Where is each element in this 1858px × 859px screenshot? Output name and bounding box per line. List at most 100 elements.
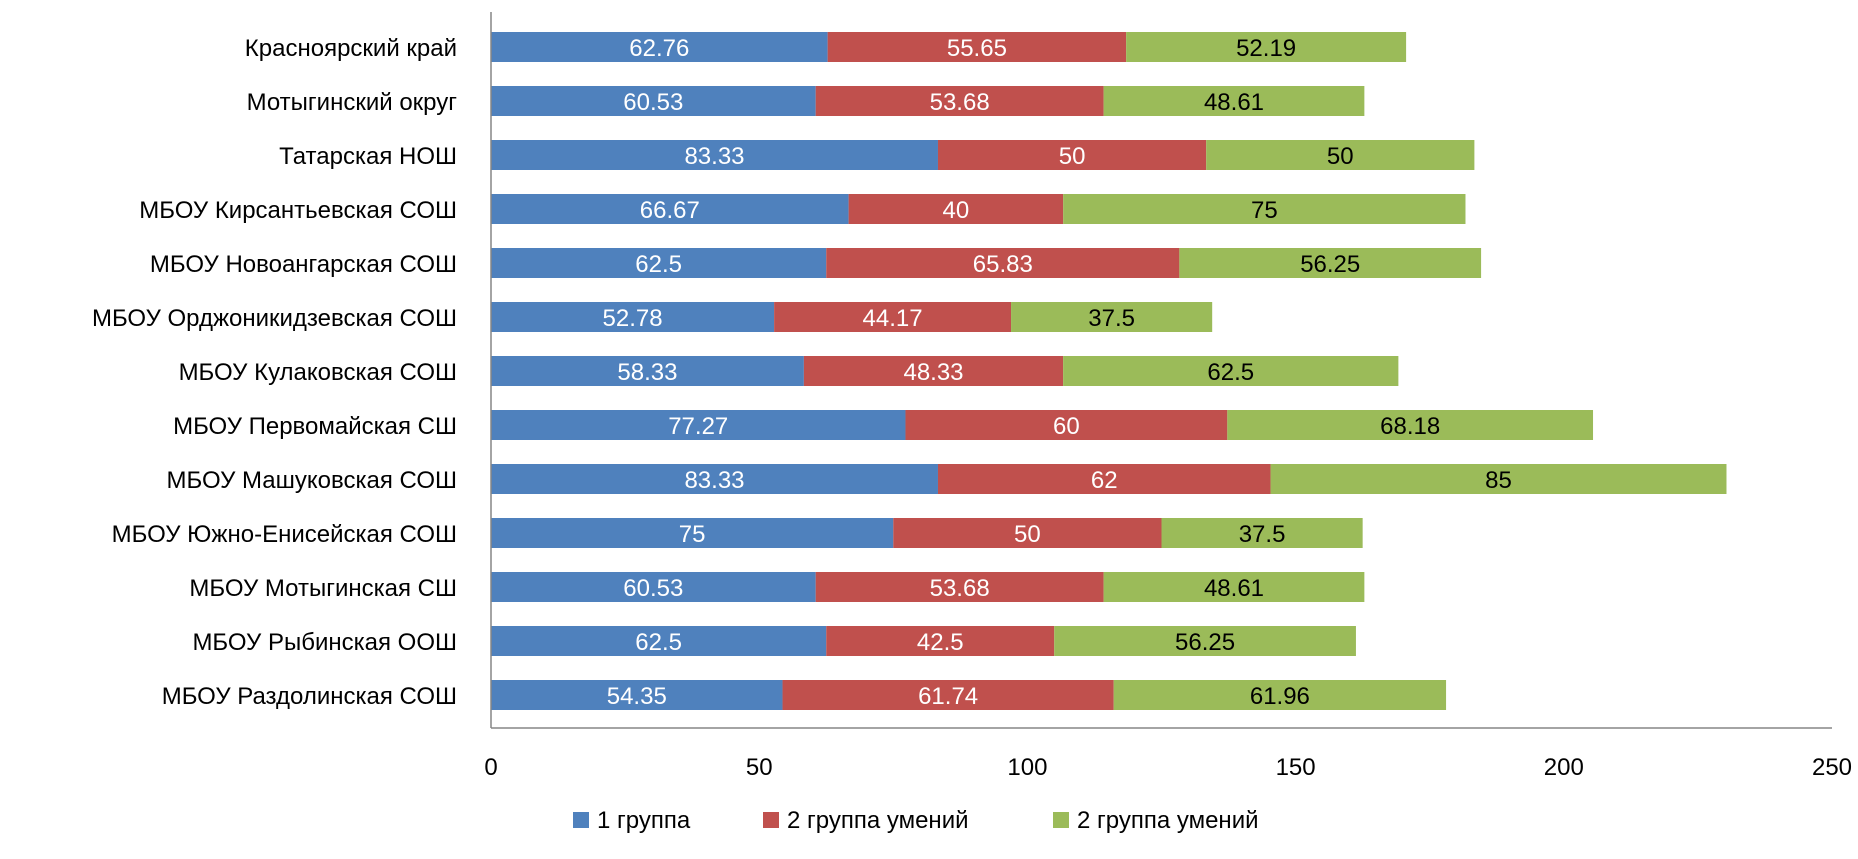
data-label-s3-r12: 56.25 [1175,629,1235,656]
bar-s3-r2 [1103,86,1365,116]
category-label: МБОУ Машуковская СОШ [167,467,458,494]
bar-s2-r8 [905,410,1228,440]
bar-s1-r3 [491,140,938,170]
data-label-s2-r10: 50 [1014,521,1041,548]
bar-s3-r10 [1161,518,1363,548]
legend-swatch-1 [573,812,589,828]
bar-s3-r5 [1179,248,1482,278]
bar-s3-r7 [1063,356,1399,386]
category-label: МБОУ Орджоникидзевская СОШ [92,305,457,332]
data-label-s1-r10: 75 [679,521,706,548]
x-tick-label: 100 [1007,754,1047,781]
x-tick-label: 150 [1276,754,1316,781]
bars-layer: 62.76 55.65 52.19 60.53 53.68 48.61 83.33 50 50 6… [491,32,1727,710]
data-label-s1-r6: 52.78 [603,305,663,332]
bar-s1-r2 [491,86,816,116]
data-label-s3-r2: 48.61 [1204,89,1264,116]
legend-label-1: 1 группа [597,807,691,834]
category-label: Татарская НОШ [279,143,457,170]
bar-s2-r1 [827,32,1127,62]
data-label-s3-r13: 61.96 [1250,683,1310,710]
data-label-s2-r6: 44.17 [863,305,923,332]
bar-s2-r4 [848,194,1064,224]
data-label-s1-r13: 54.35 [607,683,667,710]
legend-swatch-3 [1053,812,1069,828]
bar-s3-r12 [1054,626,1356,656]
axes: Красноярский край Мотыгинский округ Татарс… [92,12,1852,781]
data-label-s2-r5: 65.83 [973,251,1033,278]
data-label-s1-r7: 58.33 [617,359,677,386]
data-label-s2-r8: 60 [1053,413,1080,440]
data-label-s2-r7: 48.33 [903,359,963,386]
bar-s1-r12 [491,626,827,656]
data-label-s1-r9: 83.33 [684,467,744,494]
legend: 1 группа 2 группа умений 2 группа умений [573,807,1259,834]
data-label-s3-r10: 37.5 [1239,521,1286,548]
category-label: МБОУ Новоангарская СОШ [150,251,457,278]
bar-s1-r4 [491,194,849,224]
category-label: МБОУ Южно-Енисейская СОШ [112,521,457,548]
legend-swatch-2 [763,812,779,828]
bar-s1-r6 [491,302,775,332]
data-label-s1-r1: 62.76 [629,35,689,62]
data-label-s3-r1: 52.19 [1236,35,1296,62]
bar-s2-r7 [803,356,1064,386]
bar-s1-r11 [491,572,816,602]
data-label-s2-r4: 40 [943,197,970,224]
bar-s3-r6 [1011,302,1213,332]
category-label: МБОУ Мотыгинская СШ [189,575,457,602]
data-label-s3-r8: 68.18 [1380,413,1440,440]
bar-s3-r9 [1270,464,1727,494]
data-label-s2-r9: 62 [1091,467,1118,494]
legend-label-3: 2 группа умений [1077,807,1259,834]
data-label-s3-r7: 62.5 [1207,359,1254,386]
category-label: МБОУ Кирсантьевская СОШ [139,197,457,224]
bar-s2-r5 [826,248,1180,278]
data-label-s3-r9: 85 [1485,467,1512,494]
category-label: Красноярский край [245,35,457,62]
category-label: МБОУ Рыбинская ООШ [192,629,457,656]
data-label-s2-r3: 50 [1059,143,1086,170]
data-label-s3-r6: 37.5 [1088,305,1135,332]
data-label-s2-r2: 53.68 [930,89,990,116]
data-label-s1-r12: 62.5 [635,629,682,656]
bar-s2-r2 [815,86,1104,116]
x-tick-label: 0 [484,754,497,781]
data-label-s3-r5: 56.25 [1300,251,1360,278]
bar-s2-r6 [774,302,1012,332]
bar-s1-r9 [491,464,938,494]
data-label-s2-r1: 55.65 [947,35,1007,62]
bar-s1-r7 [491,356,804,386]
bar-s1-r1 [491,32,828,62]
data-label-s1-r11: 60.53 [623,575,683,602]
bar-s3-r11 [1103,572,1365,602]
x-tick-label: 250 [1812,754,1852,781]
bar-s1-r10 [491,518,894,548]
bar-s2-r11 [815,572,1104,602]
data-label-s2-r12: 42.5 [917,629,964,656]
data-label-s1-r2: 60.53 [623,89,683,116]
data-label-s2-r13: 61.74 [918,683,978,710]
bar-s3-r1 [1126,32,1407,62]
bar-s1-r8 [491,410,906,440]
x-tick-label: 200 [1544,754,1584,781]
bar-s2-r9 [937,464,1271,494]
legend-label-2: 2 группа умений [787,807,969,834]
data-label-s1-r5: 62.5 [635,251,682,278]
category-label: МБОУ Первомайская СШ [173,413,457,440]
bar-s3-r3 [1206,140,1475,170]
bar-s2-r3 [937,140,1207,170]
data-label-s1-r3: 83.33 [684,143,744,170]
bar-s2-r12 [826,626,1055,656]
category-label: МБОУ Кулаковская СОШ [179,359,457,386]
data-label-s3-r11: 48.61 [1204,575,1264,602]
bar-s3-r8 [1227,410,1594,440]
data-label-s2-r11: 53.68 [930,575,990,602]
bar-s2-r10 [893,518,1162,548]
data-label-s3-r4: 75 [1251,197,1278,224]
bar-s3-r13 [1113,680,1447,710]
data-label-s3-r3: 50 [1327,143,1354,170]
x-tick-label: 50 [746,754,773,781]
